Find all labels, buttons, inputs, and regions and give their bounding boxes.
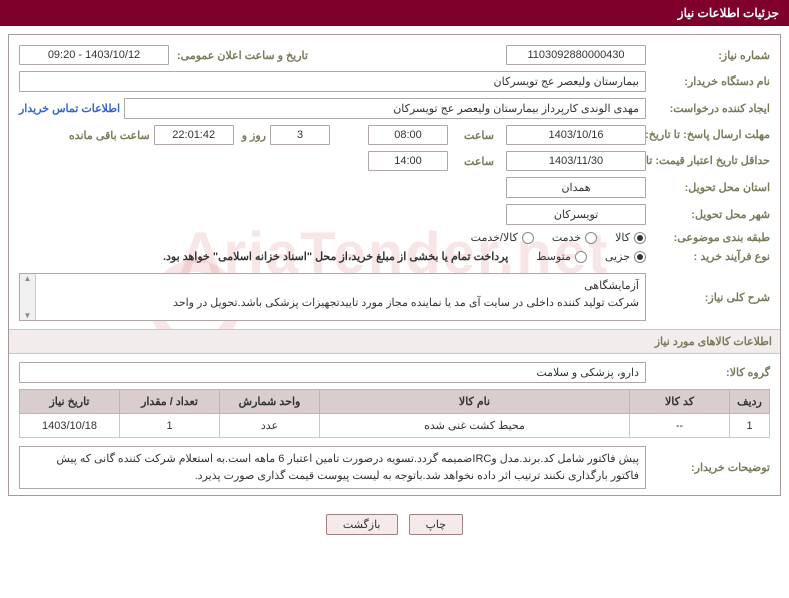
th-code: کد کالا (630, 390, 730, 414)
cell-qty: 1 (120, 414, 220, 438)
cell-code: -- (630, 414, 730, 438)
announce-label: تاریخ و ساعت اعلان عمومی: (173, 49, 308, 62)
time-label-1: ساعت (452, 129, 502, 142)
need-number-field: 1103092880000430 (506, 45, 646, 65)
summary-text: آزمایشگاهی شرکت تولید کننده داخلی در سای… (26, 278, 639, 311)
main-panel: شماره نیاز: 1103092880000430 تاریخ و ساع… (8, 34, 781, 496)
time-remaining-field: 22:01:42 (154, 125, 234, 145)
buyer-notes-textarea[interactable]: پیش فاکتور شامل کد.برند.مدل وIRCضمیمه گر… (19, 446, 646, 489)
radio-service-label: خدمت (552, 231, 581, 244)
radio-medium-label: متوسط (536, 250, 571, 263)
deadline-date-field: 1403/10/16 (506, 125, 646, 145)
radio-goods-service-label: کالا/خدمت (471, 231, 518, 244)
radio-medium[interactable]: متوسط (536, 250, 587, 263)
th-name: نام کالا (320, 390, 630, 414)
deadline-time-field: 08:00 (368, 125, 448, 145)
announce-field: 1403/10/12 - 09:20 (19, 45, 169, 65)
summary-textarea[interactable]: ▲ ▼ آزمایشگاهی شرکت تولید کننده داخلی در… (19, 273, 646, 321)
th-unit: واحد شمارش (220, 390, 320, 414)
scroll-down-icon[interactable]: ▼ (24, 311, 32, 320)
page-header: جزئیات اطلاعات نیاز (0, 0, 789, 26)
th-date: تاریخ نیاز (20, 390, 120, 414)
purchase-type-radio-group: جزیی متوسط (536, 250, 646, 263)
summary-label: شرح کلی نیاز: (650, 291, 770, 304)
table-header-row: ردیف کد کالا نام کالا واحد شمارش تعداد /… (20, 390, 770, 414)
radio-goods[interactable]: کالا (615, 231, 646, 244)
cell-row: 1 (730, 414, 770, 438)
radio-icon (575, 251, 587, 263)
contact-link[interactable]: اطلاعات تماس خریدار (19, 102, 120, 115)
radio-icon (634, 251, 646, 263)
requester-label: ایجاد کننده درخواست: (650, 102, 770, 115)
radio-icon (522, 232, 534, 244)
cell-date: 1403/10/18 (20, 414, 120, 438)
category-label: طبقه بندی موضوعی: (650, 231, 770, 244)
days-remaining-field: 3 (270, 125, 330, 145)
purchase-type-label: نوع فرآیند خرید : (650, 250, 770, 263)
city-label: شهر محل تحویل: (650, 208, 770, 221)
scrollbar[interactable]: ▲ ▼ (20, 274, 36, 320)
radio-goods-service[interactable]: کالا/خدمت (471, 231, 534, 244)
goods-section-header: اطلاعات کالاهای مورد نیاز (9, 329, 780, 354)
city-field: تویسرکان (506, 204, 646, 225)
th-row: ردیف (730, 390, 770, 414)
days-and-label: روز و (238, 129, 266, 142)
deadline-label: مهلت ارسال پاسخ: تا تاریخ: (650, 128, 770, 142)
page-title: جزئیات اطلاعات نیاز (678, 6, 779, 20)
goods-table: ردیف کد کالا نام کالا واحد شمارش تعداد /… (19, 389, 770, 438)
province-field: همدان (506, 177, 646, 198)
validity-date-field: 1403/11/30 (506, 151, 646, 171)
buyer-notes-text: پیش فاکتور شامل کد.برند.مدل وIRCضمیمه گر… (26, 451, 639, 484)
radio-goods-label: کالا (615, 231, 630, 244)
validity-label: حداقل تاریخ اعتبار قیمت: تا تاریخ: (650, 154, 770, 168)
province-label: استان محل تحویل: (650, 181, 770, 194)
goods-group-field: دارو، پزشکی و سلامت (19, 362, 646, 383)
time-label-2: ساعت (452, 155, 502, 168)
radio-service[interactable]: خدمت (552, 231, 597, 244)
goods-group-label: گروه کالا: (650, 366, 770, 379)
button-row: چاپ بازگشت (0, 504, 789, 547)
payment-note: پرداخت تمام یا بخشی از مبلغ خرید،از محل … (163, 250, 508, 263)
need-number-label: شماره نیاز: (650, 49, 770, 62)
radio-partial[interactable]: جزیی (605, 250, 646, 263)
th-qty: تعداد / مقدار (120, 390, 220, 414)
requester-field: مهدی الوندی کارپرداز بیمارستان ولیعصر عج… (124, 98, 646, 119)
radio-icon (585, 232, 597, 244)
buyer-notes-label: توضیحات خریدار: (650, 461, 770, 474)
buyer-org-label: نام دستگاه خریدار: (650, 75, 770, 88)
scroll-up-icon[interactable]: ▲ (24, 274, 32, 283)
radio-partial-label: جزیی (605, 250, 630, 263)
print-button[interactable]: چاپ (409, 514, 464, 535)
remaining-label: ساعت باقی مانده (65, 129, 150, 142)
back-button[interactable]: بازگشت (326, 514, 398, 535)
radio-icon (634, 232, 646, 244)
cell-unit: عدد (220, 414, 320, 438)
validity-time-field: 14:00 (368, 151, 448, 171)
buyer-org-field: بیمارستان ولیعصر عج تویسرکان (19, 71, 646, 92)
category-radio-group: کالا خدمت کالا/خدمت (471, 231, 646, 244)
cell-name: محیط کشت غنی شده (320, 414, 630, 438)
table-row: 1 -- محیط کشت غنی شده عدد 1 1403/10/18 (20, 414, 770, 438)
